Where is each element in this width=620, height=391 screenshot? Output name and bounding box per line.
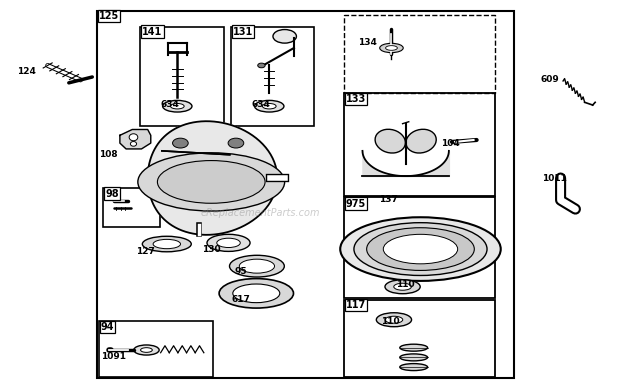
Ellipse shape (273, 30, 296, 43)
Text: 110: 110 (396, 280, 415, 289)
Text: 98: 98 (105, 188, 118, 199)
Bar (344, 197, 495, 298)
Text: 104: 104 (441, 138, 459, 147)
Text: 137: 137 (379, 195, 398, 204)
Ellipse shape (406, 129, 436, 153)
Ellipse shape (385, 280, 420, 294)
Text: 1011: 1011 (542, 174, 567, 183)
Ellipse shape (400, 354, 428, 361)
Ellipse shape (143, 236, 192, 252)
Ellipse shape (207, 234, 250, 251)
Ellipse shape (400, 344, 428, 351)
Ellipse shape (386, 46, 397, 50)
Ellipse shape (383, 234, 458, 264)
Text: 634: 634 (251, 100, 270, 109)
Ellipse shape (233, 284, 280, 303)
Ellipse shape (157, 161, 265, 203)
Text: 141: 141 (142, 27, 162, 37)
Ellipse shape (394, 283, 412, 290)
Ellipse shape (219, 278, 293, 308)
Text: 95: 95 (235, 267, 247, 276)
Ellipse shape (385, 316, 403, 323)
Text: 130: 130 (202, 245, 221, 255)
Circle shape (228, 138, 244, 148)
Ellipse shape (379, 43, 403, 53)
Text: 617: 617 (232, 295, 250, 304)
Text: 975: 975 (346, 199, 366, 209)
Bar (97, 11, 514, 378)
Ellipse shape (134, 345, 159, 355)
Text: 609: 609 (541, 75, 560, 84)
Bar (140, 27, 224, 126)
Ellipse shape (153, 239, 180, 249)
Bar (344, 300, 495, 377)
Text: 634: 634 (161, 100, 180, 109)
Text: eReplacementParts.com: eReplacementParts.com (201, 208, 321, 218)
Text: 127: 127 (136, 247, 155, 256)
Ellipse shape (130, 142, 136, 146)
Ellipse shape (217, 238, 241, 248)
Ellipse shape (376, 313, 412, 327)
Text: 108: 108 (99, 150, 118, 159)
Text: 1091: 1091 (102, 352, 126, 361)
Ellipse shape (239, 259, 275, 273)
Text: 131: 131 (233, 27, 253, 37)
Bar (99, 321, 213, 377)
Text: 124: 124 (17, 67, 36, 76)
Text: 110: 110 (381, 317, 400, 326)
Ellipse shape (340, 217, 501, 281)
Text: 133: 133 (346, 94, 366, 104)
Bar (104, 188, 160, 226)
Ellipse shape (162, 100, 192, 112)
Ellipse shape (375, 129, 405, 153)
Ellipse shape (262, 104, 276, 109)
Circle shape (172, 138, 188, 148)
Text: 94: 94 (101, 322, 114, 332)
Ellipse shape (255, 100, 284, 112)
Circle shape (258, 63, 265, 68)
Text: 117: 117 (346, 300, 366, 310)
Bar (344, 15, 495, 93)
Ellipse shape (400, 364, 428, 371)
Ellipse shape (354, 223, 487, 276)
Polygon shape (120, 129, 151, 149)
Text: 134: 134 (358, 38, 377, 47)
Ellipse shape (229, 255, 285, 277)
Ellipse shape (129, 134, 138, 141)
Ellipse shape (366, 228, 474, 271)
Bar (231, 27, 314, 126)
Ellipse shape (138, 153, 285, 211)
Ellipse shape (170, 104, 184, 109)
Polygon shape (148, 121, 277, 235)
Ellipse shape (141, 348, 153, 352)
Text: 125: 125 (99, 11, 119, 21)
Bar (344, 93, 495, 196)
